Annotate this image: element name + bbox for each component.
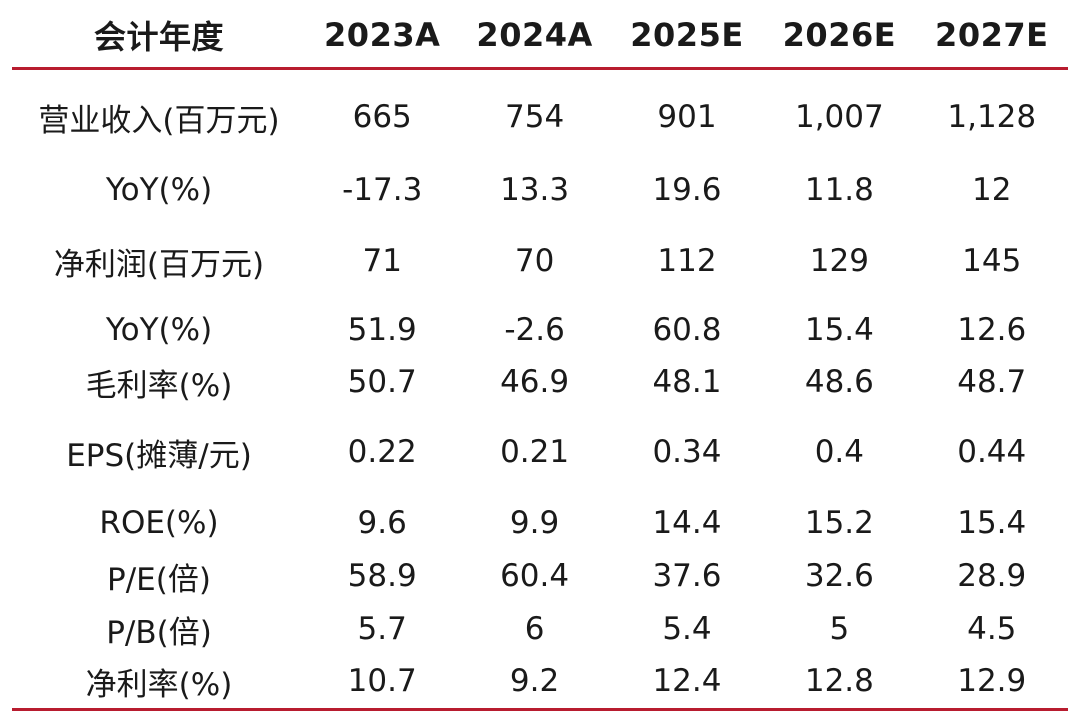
row-value: 28.9 <box>957 558 1027 594</box>
row-label: YoY(%) <box>105 172 213 208</box>
row-label: P/B(倍) <box>106 614 212 651</box>
row-value: 9.2 <box>509 663 560 699</box>
row-value: 15.4 <box>804 312 874 348</box>
row-value: 60.8 <box>652 312 722 348</box>
row-value: 14.4 <box>652 505 722 541</box>
header-cell-2024a: 2024A <box>476 16 593 54</box>
row-value: 0.4 <box>814 434 865 470</box>
row-value: 32.6 <box>804 558 874 594</box>
header-cell-2023a: 2023A <box>324 16 441 54</box>
row-label: YoY(%) <box>105 312 213 348</box>
table-row-roe: ROE(%) 9.6 9.9 14.4 15.2 15.4 <box>12 498 1068 548</box>
row-label: 净利润(百万元) <box>53 246 265 283</box>
row-value: 12.4 <box>652 663 722 699</box>
row-value: 71 <box>362 243 402 279</box>
row-value: 12.8 <box>804 663 874 699</box>
header-cell-2026e: 2026E <box>782 16 897 54</box>
table-row-net-profit: 净利润(百万元) 71 70 112 129 145 <box>12 236 1068 286</box>
row-value: 5.7 <box>357 611 407 647</box>
row-value: 58.9 <box>347 558 417 594</box>
header-cell-fiscal-year: 会计年度 <box>93 18 224 56</box>
row-value: 48.7 <box>957 364 1027 400</box>
table-row-pe: P/E(倍) 58.9 60.4 37.6 32.6 28.9 <box>12 551 1068 601</box>
row-label: 毛利率(%) <box>85 367 233 404</box>
row-value: -17.3 <box>342 172 423 208</box>
row-value: 112 <box>657 243 717 279</box>
row-value: 9.6 <box>357 505 407 541</box>
row-value: 51.9 <box>347 312 417 348</box>
row-value: 11.8 <box>804 172 874 208</box>
table-row-revenue: 营业收入(百万元) 665 754 901 1,007 1,128 <box>12 92 1068 142</box>
row-value: 754 <box>505 99 565 135</box>
row-value: 901 <box>657 99 717 135</box>
row-value: 129 <box>809 243 869 279</box>
header-cell-2025e: 2025E <box>630 16 744 54</box>
row-value: 9.9 <box>509 505 560 541</box>
row-value: 145 <box>962 243 1022 279</box>
row-value: 46.9 <box>500 364 570 400</box>
row-label: P/E(倍) <box>107 561 211 598</box>
table-row-net-margin: 净利率(%) 10.7 9.2 12.4 12.8 12.9 <box>12 656 1068 706</box>
row-value: 15.2 <box>804 505 874 541</box>
row-value: 4.5 <box>967 611 1017 647</box>
row-label: EPS(摊薄/元) <box>66 437 252 474</box>
header-cell-2027e: 2027E <box>935 16 1049 54</box>
table-bottom-line <box>12 708 1068 711</box>
row-value: 37.6 <box>652 558 722 594</box>
row-value: 5.4 <box>662 611 712 647</box>
row-value: 12.9 <box>957 663 1027 699</box>
table-row-eps: EPS(摊薄/元) 0.22 0.21 0.34 0.4 0.44 <box>12 427 1068 477</box>
table-row-gross-margin: 毛利率(%) 50.7 46.9 48.1 48.6 48.7 <box>12 357 1068 407</box>
row-label: ROE(%) <box>99 505 219 541</box>
row-value: 60.4 <box>500 558 570 594</box>
row-value: 48.6 <box>804 364 874 400</box>
row-value: 5 <box>829 611 850 647</box>
row-value: 1,128 <box>947 99 1037 135</box>
row-value: 15.4 <box>957 505 1027 541</box>
row-value: 70 <box>514 243 555 279</box>
table-row-revenue-yoy: YoY(%) -17.3 13.3 19.6 11.8 12 <box>12 165 1068 215</box>
row-value: 10.7 <box>347 663 417 699</box>
row-value: 50.7 <box>347 364 417 400</box>
row-value: 13.3 <box>500 172 570 208</box>
row-value: 665 <box>352 99 412 135</box>
row-value: 12.6 <box>957 312 1027 348</box>
row-value: -2.6 <box>504 312 565 348</box>
row-label: 营业收入(百万元) <box>38 102 280 139</box>
row-value: 0.44 <box>957 434 1027 470</box>
row-value: 6 <box>524 611 545 647</box>
row-value: 19.6 <box>652 172 722 208</box>
row-label: 净利率(%) <box>85 666 233 703</box>
table-row-pb: P/B(倍) 5.7 6 5.4 5 4.5 <box>12 604 1068 654</box>
row-value: 1,007 <box>794 99 884 135</box>
row-value: 12 <box>972 172 1012 208</box>
row-value: 0.21 <box>500 434 570 470</box>
row-value: 0.22 <box>347 434 417 470</box>
table-row-net-profit-yoy: YoY(%) 51.9 -2.6 60.8 15.4 12.6 <box>12 305 1068 355</box>
financial-forecast-table: 会计年度 2023A 2024A 2025E 2026E 2027E 营业收入(… <box>12 0 1068 722</box>
row-value: 0.34 <box>652 434 722 470</box>
header-divider-line <box>12 67 1068 70</box>
table-header-row: 会计年度 2023A 2024A 2025E 2026E 2027E <box>12 0 1068 70</box>
row-value: 48.1 <box>652 364 722 400</box>
